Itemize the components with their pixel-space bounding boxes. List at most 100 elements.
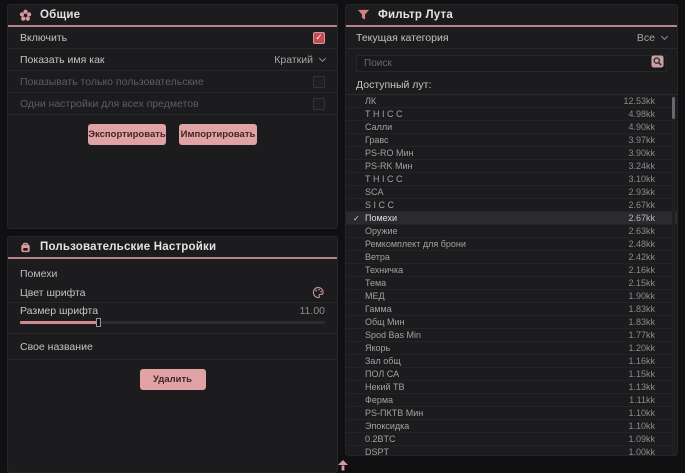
list-item[interactable]: Т Н I С С 3.10kk (346, 173, 677, 186)
list-item[interactable]: Гамма 1.83kk (346, 303, 677, 316)
slider-thumb[interactable] (96, 318, 102, 327)
item-value: 3.90kk (628, 148, 655, 158)
list-item[interactable]: ПОЛ СА 1.15kk (346, 368, 677, 381)
item-name: ЛК (365, 96, 377, 106)
item-value: 1.00kk (628, 447, 655, 456)
item-name: Некий ТВ (365, 382, 405, 392)
delete-button[interactable]: Удалить (139, 369, 206, 390)
list-item[interactable]: МЕД 1.90kk (346, 290, 677, 303)
item-value: 2.48kk (628, 239, 655, 249)
list-item[interactable]: Тема 2.15kk (346, 277, 677, 290)
list-item[interactable]: Ветра 2.42kk (346, 251, 677, 264)
loot-filter-header: Фильтр Лута (346, 5, 677, 27)
list-item[interactable]: SCA 2.93kk (346, 186, 677, 199)
display-name-dropdown[interactable]: Краткий (274, 54, 327, 66)
item-value: 1.90kk (628, 291, 655, 301)
item-value: 2.93kk (628, 187, 655, 197)
chevron-down-icon (318, 54, 327, 62)
list-item[interactable]: PS-ПКТВ Мин 1.10kk (346, 407, 677, 420)
display-name-label: Показать имя как (20, 53, 105, 66)
funnel-icon (357, 9, 370, 21)
palette-icon[interactable] (312, 286, 325, 299)
item-value: 2.16kk (628, 265, 655, 275)
list-item[interactable]: Некий ТВ 1.13kk (346, 381, 677, 394)
list-item[interactable]: Spod Bas Min 1.77kk (346, 329, 677, 342)
item-value: 1.10kk (628, 408, 655, 418)
list-item[interactable]: 0.2BTC 1.09kk (346, 433, 677, 446)
export-button[interactable]: Экспортировать (88, 124, 166, 145)
item-name: Гравс (365, 135, 389, 145)
item-name: Ветра (365, 252, 390, 262)
list-item[interactable]: Ремкомплект для брони 2.48kk (346, 238, 677, 251)
custom-name-label: Свое название (20, 340, 93, 353)
same-settings-row: Одни настройки для всех предметов (8, 93, 337, 115)
gear-icon (19, 9, 32, 22)
general-buttons: Экспортировать Импортировать (8, 115, 337, 145)
list-item[interactable]: DSPT 1.00kk (346, 446, 677, 456)
list-item[interactable]: Гравс 3.97kk (346, 134, 677, 147)
item-value: 1.83kk (628, 317, 655, 327)
user-settings-panel: Пользовательские Настройки Помехи Цвет ш… (7, 236, 338, 473)
enable-row: Включить ✓ (8, 27, 337, 49)
search-input[interactable] (356, 55, 667, 72)
item-name: Тема (365, 278, 387, 288)
magnifier-icon[interactable] (651, 55, 664, 73)
item-value: 2.67kk (628, 200, 655, 210)
panel-title: Фильтр Лута (378, 9, 453, 21)
item-value: 1.20kk (628, 343, 655, 353)
list-item[interactable]: S I С С 2.67kk (346, 199, 677, 212)
list-item[interactable]: Техничка 2.16kk (346, 264, 677, 277)
category-dropdown[interactable]: Все (636, 31, 669, 44)
list-item[interactable]: Эпоксидка 1.10kk (346, 420, 677, 433)
item-value: 1.10kk (628, 421, 655, 431)
category-value: Все (636, 31, 655, 44)
general-panel: Общие Включить ✓ Показать имя как Кратки… (7, 4, 338, 229)
only-custom-checkbox[interactable] (313, 75, 325, 88)
item-value: 3.24kk (628, 161, 655, 171)
list-item[interactable]: ЛК 12.53kk (346, 95, 677, 108)
import-button[interactable]: Импортировать (179, 124, 257, 145)
loot-list: ЛК 12.53kk Т Н I С С 4.98kk Салли 4.90kk Гравс… (346, 94, 677, 456)
item-name: Техничка (365, 265, 404, 275)
list-item[interactable]: Оружие 2.63kk (346, 225, 677, 238)
general-panel-header: Общие (8, 5, 337, 27)
loot-list-scrollbar[interactable] (672, 95, 675, 455)
font-size-slider[interactable] (20, 318, 325, 327)
slider-fill (20, 321, 100, 324)
list-item[interactable]: Ферма 1.11kk (346, 394, 677, 407)
item-value: 2.67kk (628, 213, 655, 223)
item-name: 0.2BTC (365, 434, 396, 444)
font-color-label: Цвет шрифта (20, 286, 86, 299)
same-settings-label: Одни настройки для всех предметов (20, 97, 199, 110)
user-settings-header: Пользовательские Настройки (8, 237, 337, 259)
item-name: PS-RK Мин (365, 161, 413, 171)
list-item[interactable]: Зал общ 1.16kk (346, 355, 677, 368)
custom-name-input[interactable] (106, 337, 325, 356)
category-label: Текущая категория (356, 31, 449, 44)
scrollbar-thumb[interactable] (672, 97, 675, 119)
item-name: SCA (365, 187, 384, 197)
item-value: 2.15kk (628, 278, 655, 288)
item-name: Т Н I С С (365, 109, 403, 119)
list-item[interactable]: Т Н I С С 4.98kk (346, 108, 677, 121)
backpack-icon (19, 241, 32, 254)
chevron-down-icon (660, 32, 669, 40)
enable-checkbox[interactable]: ✓ (313, 31, 325, 44)
list-item[interactable]: PS-RO Мин 3.90kk (346, 147, 677, 160)
list-item[interactable]: Общ Мин 1.83kk (346, 316, 677, 329)
list-item[interactable]: PS-RK Мин 3.24kk (346, 160, 677, 173)
list-item[interactable]: Якорь 1.20kk (346, 342, 677, 355)
item-value: 1.83kk (628, 304, 655, 314)
list-item[interactable]: ✓ Помехи 2.67kk (346, 212, 677, 225)
item-name: Гамма (365, 304, 392, 314)
font-color-row: Цвет шрифта (8, 283, 337, 303)
item-name: PS-ПКТВ Мин (365, 408, 424, 418)
item-name: Зал общ (365, 356, 401, 366)
item-name: Оружие (365, 226, 398, 236)
item-value: 4.98kk (628, 109, 655, 119)
font-size-value: 11.00 (299, 305, 326, 317)
list-item[interactable]: Салли 4.90kk (346, 121, 677, 134)
item-name: PS-RO Мин (365, 148, 414, 158)
collapse-handle[interactable] (336, 459, 350, 471)
same-settings-checkbox[interactable] (313, 97, 325, 110)
